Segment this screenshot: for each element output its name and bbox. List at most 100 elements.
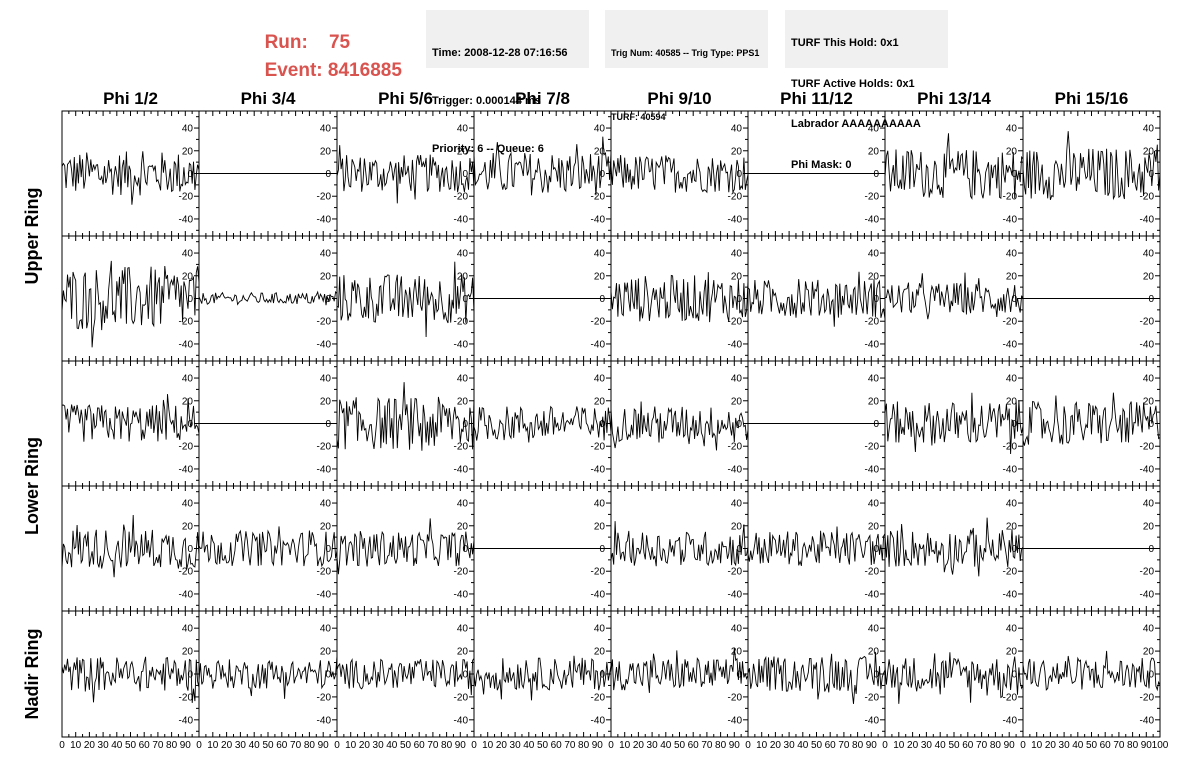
x-tick-label: 70: [564, 740, 576, 751]
y-tick-label: -40: [1003, 214, 1018, 225]
x-tick-label: 80: [1127, 740, 1139, 751]
y-tick-label: -40: [1140, 464, 1155, 475]
y-tick-label: -20: [865, 192, 880, 203]
ring-label: Upper Ring: [22, 188, 42, 285]
y-tick-label: 20: [182, 146, 194, 157]
y-tick-label: -20: [179, 567, 194, 578]
waveform-trace: [61, 514, 200, 578]
x-tick-label: 70: [427, 740, 439, 751]
y-tick-label: 40: [457, 499, 469, 510]
waveform-trace: [198, 655, 338, 699]
y-tick-label: 40: [320, 249, 332, 260]
waveform-trace: [747, 271, 886, 327]
waveform-trace: [884, 133, 1024, 200]
run-number: Run: 75: [254, 10, 351, 54]
y-tick-label: 0: [187, 294, 193, 305]
y-tick-label: 40: [1006, 374, 1018, 385]
y-tick-label: -20: [865, 567, 880, 578]
x-tick-label: 40: [660, 740, 672, 751]
x-tick-label: 30: [235, 740, 247, 751]
y-tick-label: -20: [317, 692, 332, 703]
event-number: Event: 8416885: [254, 38, 402, 82]
y-tick-label: 20: [868, 647, 880, 658]
y-tick-label: -20: [728, 192, 743, 203]
x-tick-label: 20: [496, 740, 508, 751]
y-tick-label: 40: [594, 499, 606, 510]
y-tick-label: -40: [179, 715, 194, 726]
y-tick-label: 20: [1143, 271, 1155, 282]
x-tick-label: 90: [455, 740, 467, 751]
x-tick-label: 90: [729, 740, 741, 751]
y-tick-label: -20: [591, 567, 606, 578]
waveform-trace: [336, 382, 475, 451]
x-tick-label: 0: [334, 740, 340, 751]
x-tick-label: 80: [715, 740, 727, 751]
y-tick-label: 40: [731, 124, 743, 135]
y-tick-label: -20: [591, 192, 606, 203]
waveform-trace: [884, 652, 1024, 704]
x-tick-label: 10: [70, 740, 82, 751]
waveform-trace: [610, 521, 749, 567]
y-tick-label: 40: [594, 624, 606, 635]
y-tick-label: 0: [736, 419, 742, 430]
x-tick-label: 20: [907, 740, 919, 751]
x-tick-label: 10: [619, 740, 631, 751]
x-tick-label: 50: [262, 740, 274, 751]
y-tick-label: -20: [317, 567, 332, 578]
y-tick-label: -40: [591, 589, 606, 600]
y-tick-label: 20: [1006, 521, 1018, 532]
y-tick-label: 0: [187, 670, 193, 681]
y-tick-label: -40: [1003, 589, 1018, 600]
x-tick-label: 10: [207, 740, 219, 751]
waveform-trace: [884, 272, 1024, 320]
y-tick-label: 0: [599, 419, 605, 430]
y-tick-label: -20: [317, 192, 332, 203]
y-tick-label: -40: [454, 589, 469, 600]
x-tick-label: 60: [688, 740, 700, 751]
y-tick-label: -20: [728, 567, 743, 578]
y-tick-label: 0: [1011, 169, 1017, 180]
y-tick-label: -40: [1003, 339, 1018, 350]
y-tick-label: 40: [1143, 124, 1155, 135]
y-tick-label: -40: [1140, 589, 1155, 600]
y-tick-label: 0: [1011, 419, 1017, 430]
x-tick-label: 40: [797, 740, 809, 751]
y-tick-label: 40: [1006, 499, 1018, 510]
x-tick-label: 40: [249, 740, 261, 751]
y-tick-label: 0: [462, 670, 468, 681]
y-tick-label: -20: [317, 442, 332, 453]
x-tick-label: 90: [318, 740, 330, 751]
x-tick-label: 30: [784, 740, 796, 751]
x-tick-label: 30: [1059, 740, 1071, 751]
x-tick-label: 10: [482, 740, 494, 751]
y-tick-label: 20: [320, 521, 332, 532]
y-tick-label: 40: [457, 124, 469, 135]
x-tick-label: 20: [770, 740, 782, 751]
y-tick-label: -40: [1140, 214, 1155, 225]
x-tick-label: 60: [414, 740, 426, 751]
x-tick-label: 30: [921, 740, 933, 751]
y-tick-label: 40: [182, 624, 194, 635]
waveform-trace: [198, 526, 338, 568]
y-tick-label: -20: [179, 317, 194, 328]
y-tick-label: 20: [457, 647, 469, 658]
x-tick-label: 80: [304, 740, 316, 751]
x-tick-label: 20: [221, 740, 233, 751]
x-tick-label: 70: [976, 740, 988, 751]
y-tick-label: 20: [868, 146, 880, 157]
x-tick-label: 20: [359, 740, 371, 751]
waveform-trace: [747, 526, 886, 567]
y-tick-label: 20: [457, 521, 469, 532]
y-tick-label: 0: [1148, 670, 1154, 681]
y-tick-label: -40: [865, 589, 880, 600]
x-tick-label: 50: [674, 740, 686, 751]
x-tick-label: 50: [1086, 740, 1098, 751]
y-tick-label: -20: [728, 692, 743, 703]
y-tick-label: -40: [179, 464, 194, 475]
y-tick-label: 20: [182, 271, 194, 282]
waveform-trace: [1022, 131, 1161, 201]
x-tick-label: 60: [276, 740, 288, 751]
y-tick-label: -20: [179, 192, 194, 203]
y-tick-label: 0: [462, 169, 468, 180]
x-tick-label: 0: [608, 740, 614, 751]
